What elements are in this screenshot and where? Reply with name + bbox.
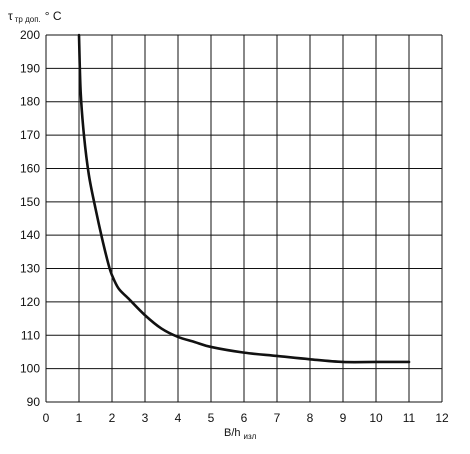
tick-labels: 0 1 2 3 4 5 6 7 8 9 10 11 12901001101201301401501601… (20, 28, 449, 425)
x-tick-label: 2 (109, 411, 116, 425)
x-axis-main: B/h (224, 427, 241, 439)
x-tick-label: 4 (175, 411, 182, 425)
y-tick-label: 130 (20, 262, 40, 276)
y-tick-label: 200 (20, 28, 40, 42)
y-tick-label: 180 (20, 95, 40, 109)
x-tick-label: 0 (43, 411, 50, 425)
x-tick-label: 7 (274, 411, 281, 425)
x-tick-label: 12 (435, 411, 449, 425)
y-tick-label: 100 (20, 362, 40, 376)
y-axis-unit: ° C (45, 9, 62, 23)
series-group (77, 33, 411, 364)
y-tick-label: 90 (27, 395, 41, 409)
x-tick-label: 1 (76, 411, 83, 425)
x-tick-label: 8 (307, 411, 314, 425)
y-tick-label: 120 (20, 295, 40, 309)
y-tick-label: 160 (20, 161, 40, 175)
x-axis-label: B/h изл (224, 427, 257, 441)
x-axis-subscript: изл (244, 432, 257, 441)
y-tick-label: 150 (20, 195, 40, 209)
x-tick-label: 9 (340, 411, 347, 425)
y-axis-label: τ тр доп. ° C (8, 9, 62, 24)
x-tick-label: 5 (208, 411, 215, 425)
y-axis-subscript: тр доп. (15, 15, 41, 24)
y-tick-label: 190 (20, 61, 40, 75)
x-tick-label: 6 (241, 411, 248, 425)
x-tick-label: 11 (403, 411, 416, 425)
grid (45, 34, 443, 403)
y-tick-label: 110 (21, 328, 40, 342)
x-tick-label: 3 (142, 411, 149, 425)
x-tick-label: 10 (369, 411, 383, 425)
y-tick-label: 170 (20, 128, 40, 142)
y-tick-label: 140 (20, 228, 40, 242)
y-axis-symbol: τ (8, 9, 13, 23)
series-line-0 (77, 33, 411, 364)
